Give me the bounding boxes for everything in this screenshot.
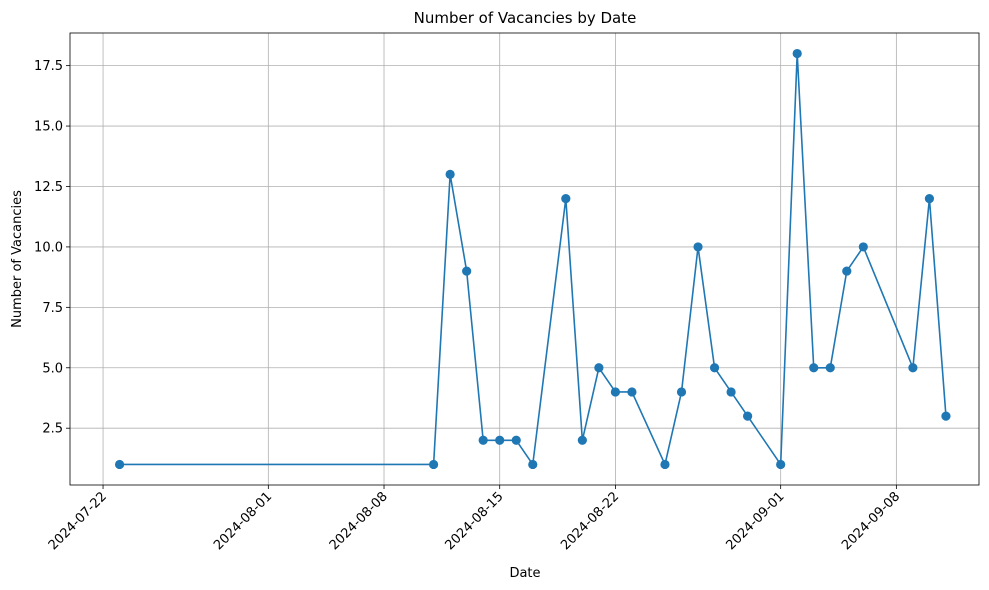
grid [70,33,979,485]
data-point [809,363,819,373]
data-point [842,266,852,276]
data-point [478,435,488,445]
y-tick-label: 15.0 [34,120,63,135]
plot-frame [69,32,980,486]
data-point [495,435,505,445]
data-point [693,242,703,252]
series-line [119,52,947,466]
data-point [726,387,736,397]
series-group [114,48,951,470]
data-point [511,435,521,445]
x-axis-ticks: 2024-07-22 2024-08-01 2024-08-08 2024-08-15… [46,485,903,553]
data-point [114,459,125,470]
y-tick-label: 7.5 [42,301,63,316]
data-point [429,459,439,470]
x-tick-label: 2024-08-08 [327,489,391,553]
data-point [610,387,621,397]
y-tick-label: 5.0 [42,361,63,376]
data-point [825,363,835,373]
data-point [676,387,687,397]
x-tick-label: 2024-09-01 [723,489,787,553]
y-tick-label: 10.0 [34,240,63,255]
data-point [709,363,720,373]
x-tick-label: 2024-08-01 [211,489,275,553]
y-axis-label: Number of Vacancies [10,190,25,328]
y-tick-label: 2.5 [42,422,63,437]
data-point [627,387,637,397]
data-point [924,193,935,204]
data-point [858,242,868,252]
data-point [776,459,786,470]
chart-title: Number of Vacancies by Date [414,9,637,27]
y-axis-ticks: 2.5 5.0 7.5 10.0 12.5 15.0 17.5 [34,59,70,437]
data-point [743,411,753,421]
data-point [792,48,802,59]
data-point [660,459,670,470]
x-tick-label: 2024-07-22 [46,489,110,553]
data-point [528,459,538,470]
data-point [445,169,455,180]
y-tick-label: 12.5 [34,180,63,195]
x-axis-label: Date [509,566,540,581]
data-point [462,266,472,276]
data-point [941,411,951,421]
x-tick-label: 2024-08-22 [558,489,622,553]
data-point [908,363,918,373]
x-tick-label: 2024-09-08 [839,489,903,553]
data-point [577,435,587,445]
x-tick-label: 2024-08-15 [443,489,507,553]
data-point [594,363,604,373]
y-tick-label: 17.5 [34,59,63,74]
data-point [561,193,571,204]
